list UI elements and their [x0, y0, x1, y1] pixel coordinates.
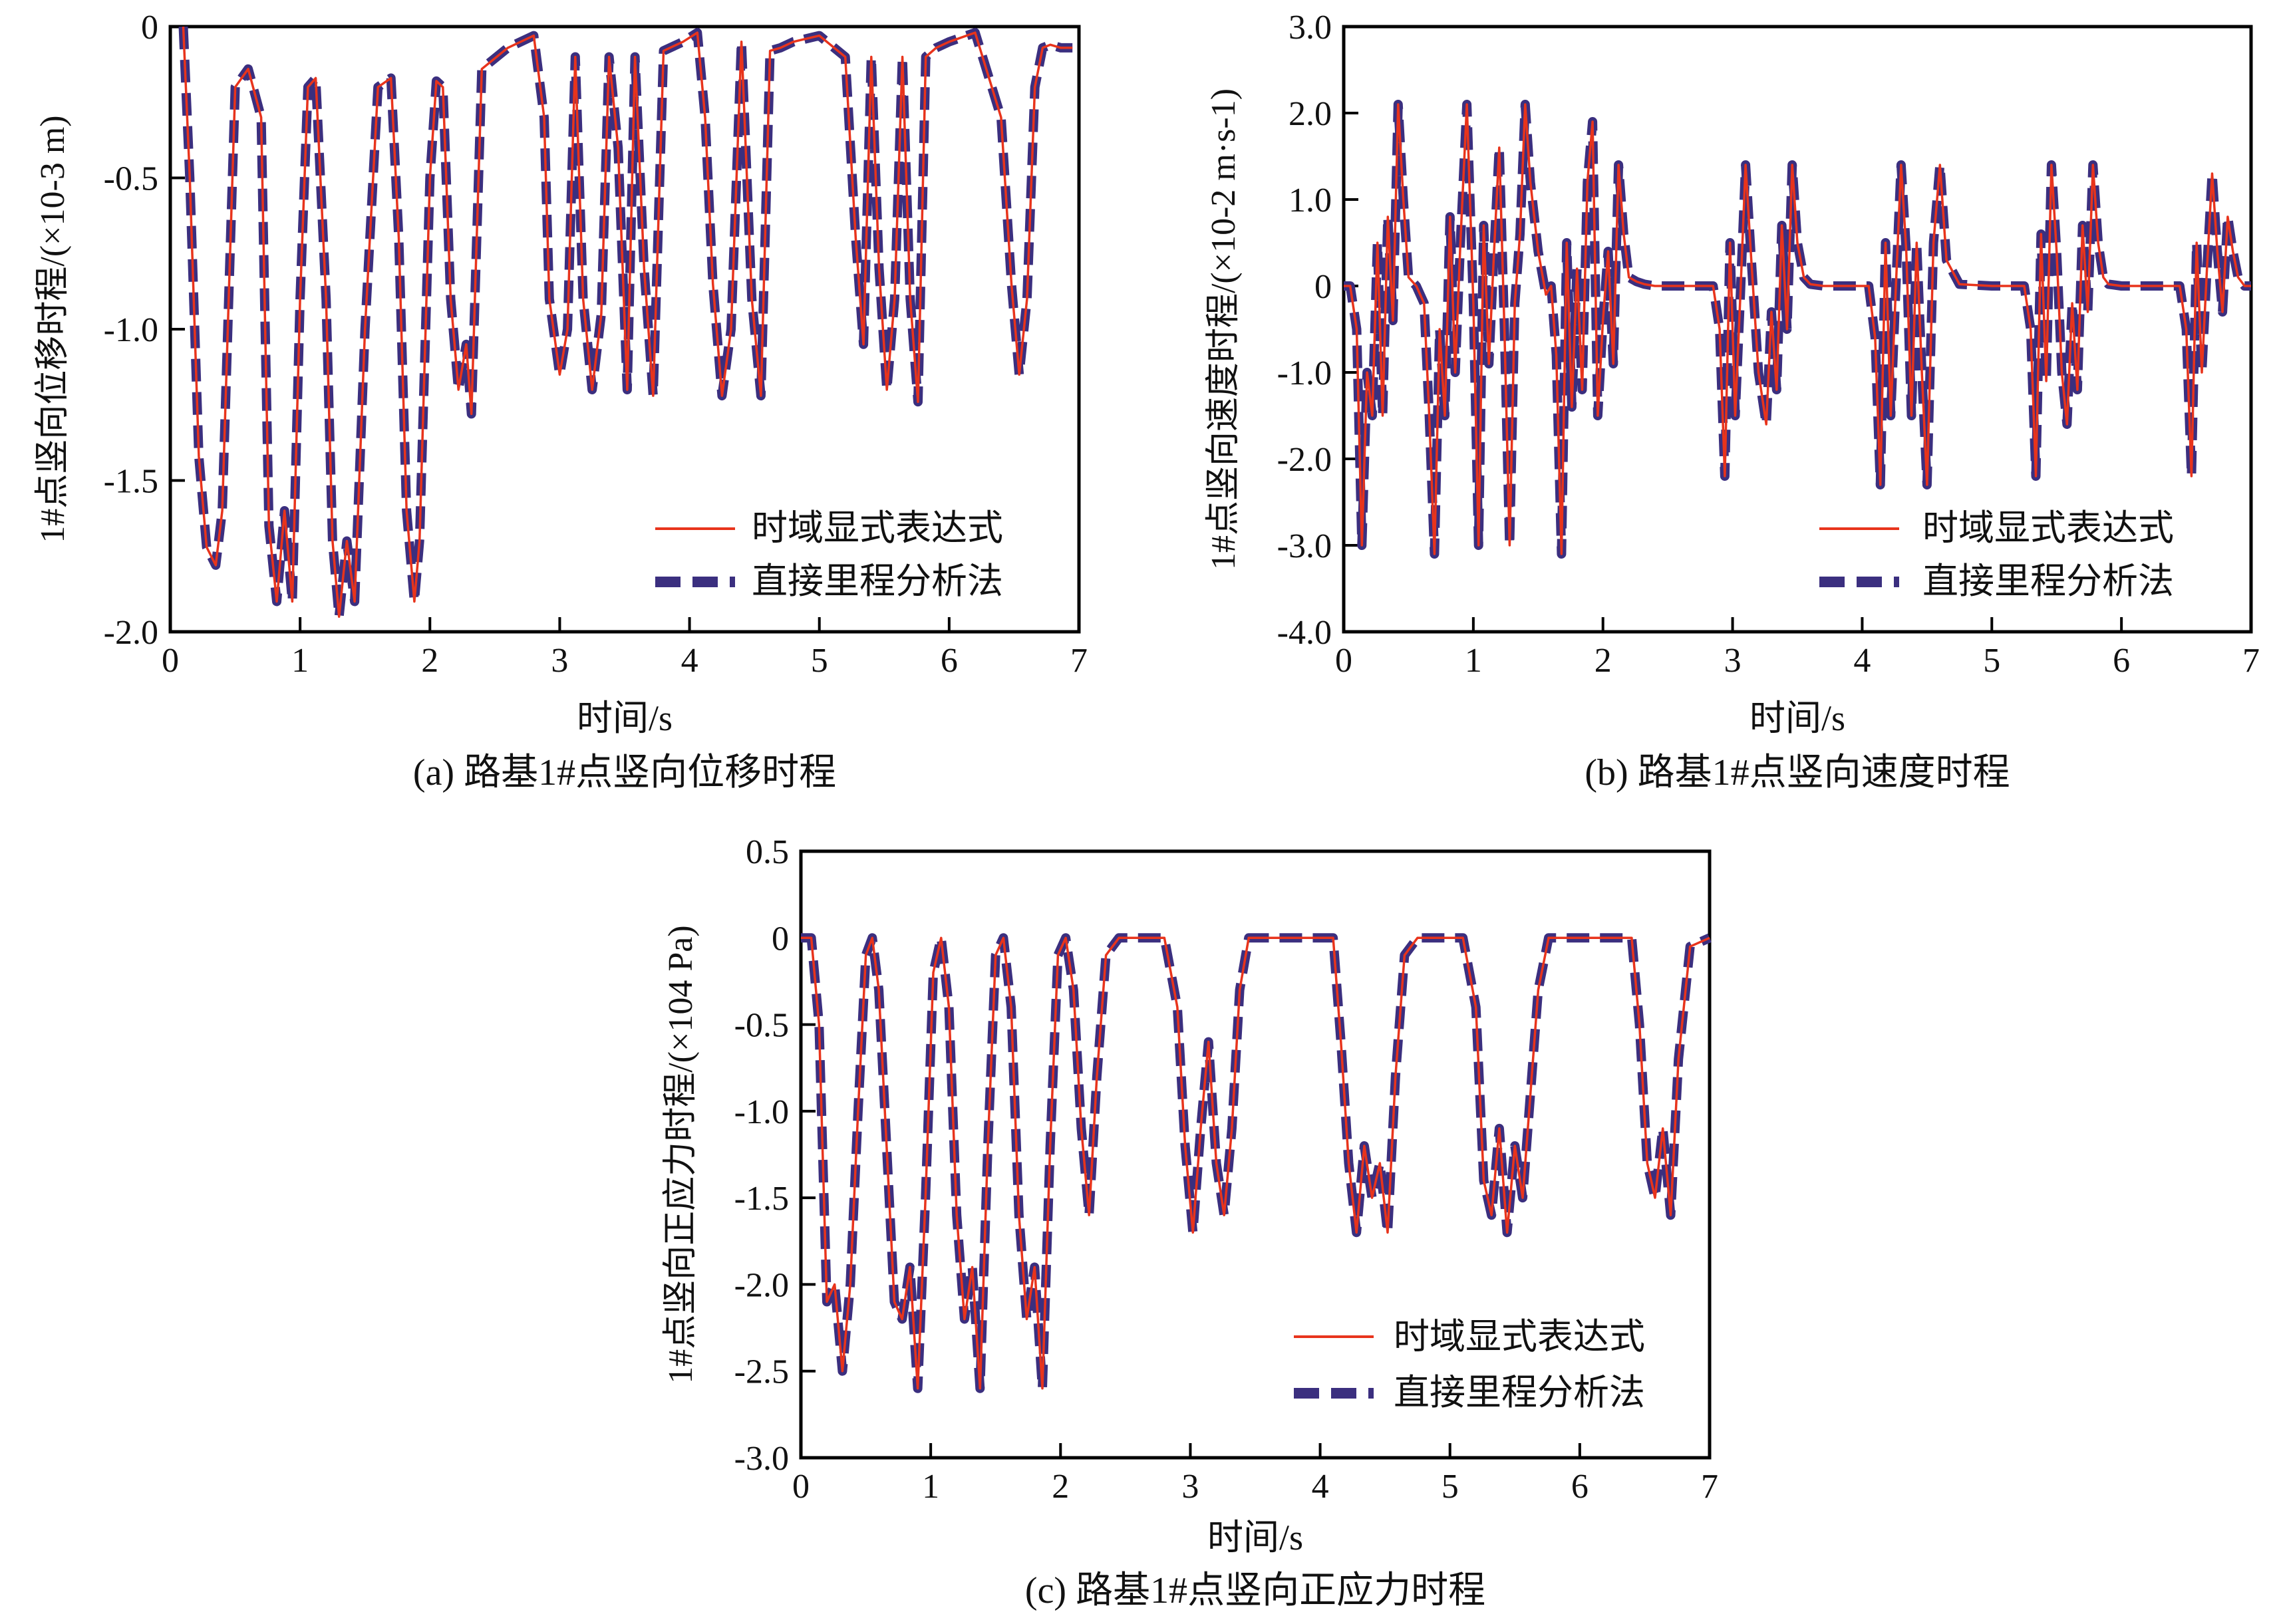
x-tick-label: 7: [2242, 642, 2260, 680]
x-tick-label: 3: [551, 642, 568, 680]
y-tick-label: 0.5: [746, 833, 789, 871]
series-group-c: [801, 933, 1712, 1393]
series-line-time-domain: [1344, 103, 2251, 555]
legend-c-label-1: 时域显式表达式: [1394, 1317, 1645, 1357]
x-axis-label-c: 时间/s: [1207, 1518, 1303, 1557]
y-tick-label: 3.0: [1289, 9, 1332, 47]
legend-b-label-1: 时域显式表达式: [1922, 508, 2174, 548]
y-tick-label: -1.0: [104, 311, 158, 349]
y-axis-label-c: 1#点竖向正应力时程/(×104 Pa): [662, 925, 700, 1383]
y-tick-label: -1.0: [734, 1093, 789, 1131]
y-tick-label: -1.5: [104, 463, 158, 501]
y-tick-label: -2.0: [104, 614, 158, 652]
y-tick-label: -2.0: [1277, 441, 1332, 479]
x-tick-label: 5: [1983, 642, 2000, 680]
ticks-b: 0 1 2 3 4 5 6 7 3.0 2.0 1.0 0 -1.0 -2.0 -3.0 -4.0: [1277, 9, 2260, 680]
legend-c: 时域显式表达式 直接里程分析法: [1294, 1317, 1645, 1413]
series-group-a: [178, 26, 1073, 622]
series-line-time-domain: [801, 936, 1710, 1390]
y-axis-label-b: 1#点竖向速度时程/(×10-2 m·s-1): [1205, 88, 1243, 570]
plot-frame-b: [1342, 25, 2253, 634]
caption-a: (a) 路基1#点竖向位移时程: [413, 752, 836, 793]
x-tick-label: 2: [1052, 1468, 1069, 1506]
y-tick-label: 2.0: [1289, 95, 1332, 133]
x-tick-label: 0: [792, 1468, 810, 1506]
y-tick-label: -3.0: [1277, 527, 1332, 565]
caption-c: (c) 路基1#点竖向正应力时程: [1025, 1570, 1485, 1611]
legend-c-label-2: 直接里程分析法: [1394, 1373, 1645, 1413]
panel-c: 0 1 2 3 4 5 6 7 0.5 0 -0.5 -1.0 -1.5 -2.0 -2.5 -3.0 时域显…: [662, 833, 1718, 1611]
x-tick-label: 7: [1070, 642, 1088, 680]
x-tick-label: 6: [1571, 1468, 1589, 1506]
x-tick-label: 0: [1335, 642, 1352, 680]
plot-frame-c: [799, 849, 1712, 1460]
x-tick-label: 2: [1595, 642, 1612, 680]
x-tick-label: 1: [1465, 642, 1482, 680]
legend-b-label-2: 直接里程分析法: [1922, 561, 2174, 601]
y-tick-label: -1.0: [1277, 354, 1332, 392]
x-axis-label-b: 时间/s: [1749, 698, 1845, 738]
y-tick-label: -0.5: [734, 1007, 789, 1045]
panel-a: 0 1 2 3 4 5 6 7 0 -0.5 -1.0 -1.5 -2.0 时域显式表达式 直接里程分析…: [34, 9, 1088, 793]
x-tick-label: 4: [1853, 642, 1871, 680]
legend-a-label-1: 时域显式表达式: [752, 508, 1003, 548]
x-tick-label: 6: [941, 642, 958, 680]
ticks-a: 0 1 2 3 4 5 6 7 0 -0.5 -1.0 -1.5 -2.0: [104, 9, 1088, 680]
y-tick-label: -2.5: [734, 1353, 789, 1391]
caption-b: (b) 路基1#点竖向速度时程: [1585, 752, 2010, 793]
series-line-time-domain: [182, 26, 1073, 618]
x-axis-label-a: 时间/s: [577, 698, 673, 738]
x-tick-label: 1: [291, 642, 309, 680]
y-tick-label: -0.5: [104, 160, 158, 198]
legend-a: 时域显式表达式 直接里程分析法: [655, 508, 1003, 601]
legend-a-label-2: 直接里程分析法: [752, 561, 1003, 601]
x-tick-label: 3: [1181, 1468, 1199, 1506]
x-tick-label: 0: [162, 642, 179, 680]
y-tick-label: -2.0: [734, 1266, 789, 1304]
y-tick-label: -4.0: [1277, 614, 1332, 652]
x-tick-label: 1: [922, 1468, 939, 1506]
y-axis-label-a: 1#点竖向位移时程/(×10-3 m): [34, 115, 72, 543]
x-tick-label: 4: [681, 642, 698, 680]
panel-b: 0 1 2 3 4 5 6 7 3.0 2.0 1.0 0 -1.0 -2.0 -3.0 -4.0 时域显式表…: [1205, 9, 2260, 793]
x-tick-label: 4: [1312, 1468, 1329, 1506]
ticks-c: 0 1 2 3 4 5 6 7 0.5 0 -0.5 -1.0 -1.5 -2.0 -2.5 -3.0: [734, 833, 1718, 1506]
y-tick-label: 0: [772, 920, 789, 958]
legend-b: 时域显式表达式 直接里程分析法: [1819, 508, 2174, 601]
x-tick-label: 3: [1724, 642, 1742, 680]
y-tick-label: 0: [1314, 268, 1332, 306]
y-tick-label: 1.0: [1289, 182, 1332, 219]
y-tick-label: -1.5: [734, 1180, 789, 1218]
x-tick-label: 5: [1442, 1468, 1459, 1506]
series-group-b: [1344, 100, 2251, 559]
x-tick-label: 2: [421, 642, 438, 680]
y-tick-label: 0: [141, 9, 158, 47]
y-tick-label: -3.0: [734, 1440, 789, 1478]
x-tick-label: 6: [2113, 642, 2130, 680]
x-tick-label: 5: [811, 642, 828, 680]
x-tick-label: 7: [1701, 1468, 1718, 1506]
